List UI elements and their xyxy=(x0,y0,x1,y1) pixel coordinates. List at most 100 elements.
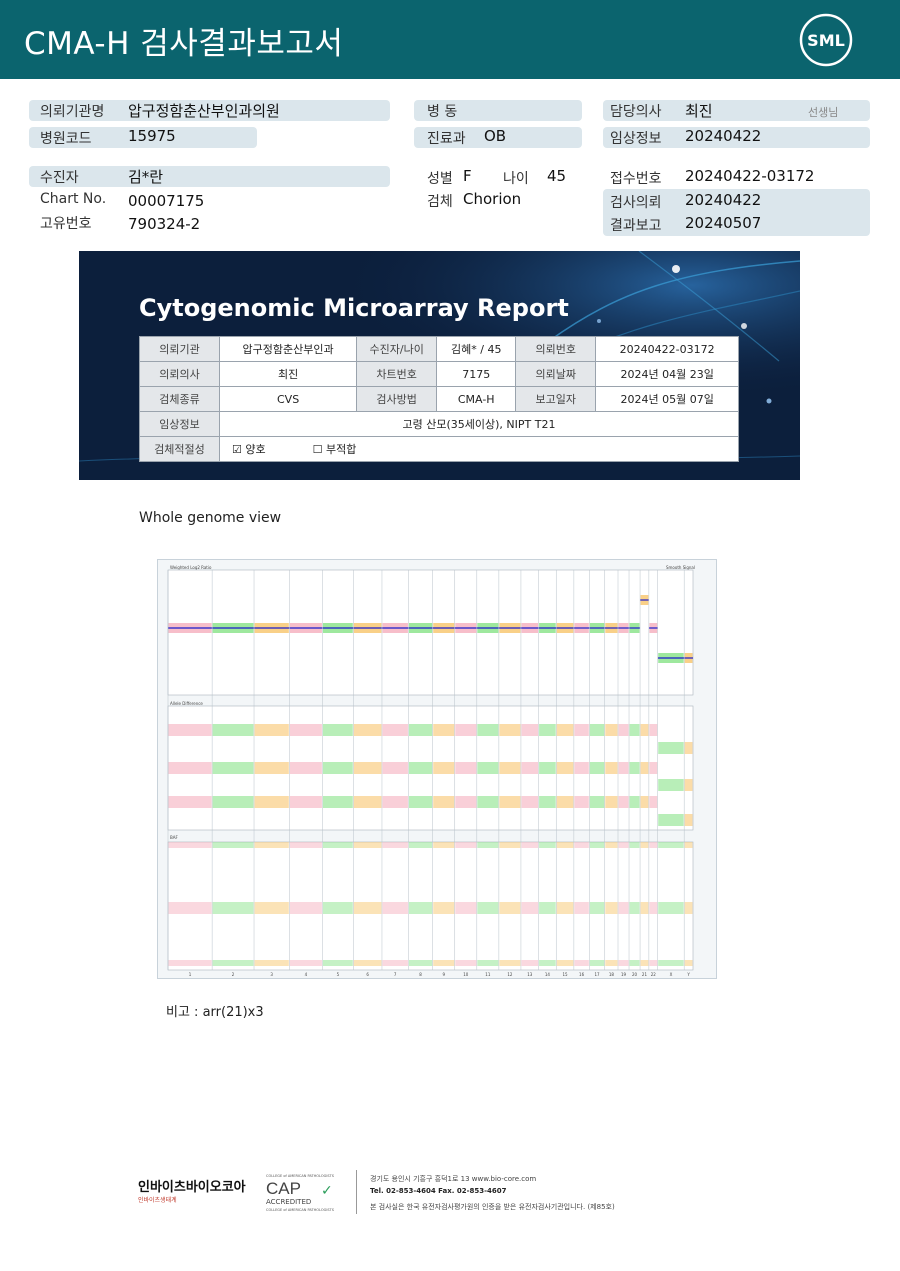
chromosome-label: 1 xyxy=(189,972,192,977)
receipt-value: 20240422-03172 xyxy=(685,167,815,185)
request-value: 20240422 xyxy=(685,191,762,209)
allele-band xyxy=(382,762,408,774)
checked-box-icon: ☑ xyxy=(232,443,242,456)
table-cell: 압구정함춘산부인과 xyxy=(218,336,358,362)
remark-text: 비고 : arr(21)x3 xyxy=(166,1005,264,1020)
allele-band xyxy=(353,762,382,774)
allele-band xyxy=(455,724,477,736)
cap-accredited: ACCREDITED xyxy=(266,1198,312,1206)
allele-band xyxy=(433,796,455,808)
allele-band xyxy=(589,724,605,736)
baf-band xyxy=(353,842,382,848)
doctor-suffix: 선생님 xyxy=(808,106,839,119)
clinical-value: 20240422 xyxy=(685,127,762,145)
report-date-value: 20240507 xyxy=(685,214,762,232)
allele-band xyxy=(499,724,521,736)
chromosome-labels: 1 2 3 4 5 6 7 8 9 10 11 12 13 14 15 16 17 18 19 20 21 22 X Y xyxy=(189,972,691,977)
allele-band xyxy=(408,796,433,808)
table-key: 검사방법 xyxy=(356,386,438,412)
baf-band xyxy=(499,842,521,848)
baf-band xyxy=(684,960,693,966)
baf-band xyxy=(605,842,618,848)
allele-band xyxy=(629,796,640,808)
chromosome-label: 3 xyxy=(270,972,273,977)
hospital-code-row-bg xyxy=(29,127,257,148)
allele-band xyxy=(168,796,212,808)
allele-band xyxy=(539,762,556,774)
allele-band xyxy=(212,762,254,774)
allele-band xyxy=(212,796,254,808)
baf-band xyxy=(212,960,254,966)
allele-band xyxy=(168,724,212,736)
cap-logo: CAP xyxy=(266,1179,301,1198)
baf-band xyxy=(521,960,539,966)
panel2-label: Allele Difference xyxy=(170,701,203,706)
baf-band xyxy=(353,902,382,914)
whole-genome-title: Whole genome view xyxy=(139,510,282,526)
report-summary-table: 의뢰기관 압구정함춘산부인과 수진자/나이 김혜* / 45 의뢰번호 2024… xyxy=(139,336,739,462)
table-cell: CMA-H xyxy=(436,386,517,412)
baf-band xyxy=(618,842,629,848)
allele-band xyxy=(289,796,322,808)
panel3-label: BAF xyxy=(170,835,178,840)
footer-address: 경기도 용인시 기흥구 흥덕1로 13 www.bio-core.com xyxy=(370,1175,537,1183)
baf-band xyxy=(408,842,433,848)
doctor-value: 최진 xyxy=(685,102,713,120)
footer-divider xyxy=(356,1170,357,1214)
baf-band xyxy=(289,902,322,914)
baf-band xyxy=(353,960,382,966)
age-value: 45 xyxy=(547,167,567,185)
baf-band xyxy=(322,960,353,966)
receipt-label: 접수번호 xyxy=(610,171,662,187)
allele-band xyxy=(455,762,477,774)
allele-band xyxy=(605,762,618,774)
table-key: 차트번호 xyxy=(356,361,438,387)
allele-band xyxy=(322,796,353,808)
sex-value: F xyxy=(463,167,472,185)
baf-band xyxy=(649,902,658,914)
cap-bottom-text: COLLEGE of AMERICAN PATHOLOGISTS xyxy=(266,1208,334,1212)
chromosome-label: 12 xyxy=(507,972,513,977)
allele-band xyxy=(640,796,649,808)
allele-band xyxy=(477,796,499,808)
baf-band xyxy=(433,842,455,848)
adequacy-bad-label: 부적합 xyxy=(326,443,357,456)
baf-band xyxy=(408,902,433,914)
baf-band xyxy=(212,842,254,848)
baf-band xyxy=(168,842,212,848)
allele-band xyxy=(539,796,556,808)
allele-band xyxy=(649,762,658,774)
allele-band xyxy=(658,742,684,754)
allele-band xyxy=(539,724,556,736)
table-row: 검체적절성 ☑ 양호 ☐ 부적합 xyxy=(139,436,739,462)
chromosome-label: 14 xyxy=(545,972,551,977)
chromosome-label: 21 xyxy=(642,972,648,977)
table-key: 의뢰날짜 xyxy=(515,361,597,387)
svg-text:SML: SML xyxy=(807,31,845,50)
chromosome-label: 18 xyxy=(609,972,615,977)
report-date-label: 결과보고 xyxy=(610,218,662,234)
table-key: 검체종류 xyxy=(139,386,220,412)
table-cell: 2024년 04월 23일 xyxy=(595,361,739,387)
baf-band xyxy=(168,960,212,966)
baf-band xyxy=(499,902,521,914)
baf-band xyxy=(556,902,574,914)
doctor-row-bg xyxy=(603,100,870,121)
clinical-info-cell: 고령 산모(35세이상), NIPT T21 xyxy=(219,411,739,437)
chromosome-label: 11 xyxy=(485,972,491,977)
baf-band xyxy=(499,960,521,966)
check-icon: ✓ xyxy=(321,1183,333,1199)
age-label: 나이 xyxy=(503,171,529,187)
baf-band xyxy=(382,960,408,966)
baf-band xyxy=(455,842,477,848)
baf-band xyxy=(629,960,640,966)
baf-band xyxy=(640,902,649,914)
baf-band xyxy=(477,960,499,966)
baf-band xyxy=(168,902,212,914)
allele-band xyxy=(254,796,289,808)
baf-band xyxy=(574,842,589,848)
unchecked-box-icon: ☐ xyxy=(312,443,323,456)
baf-band xyxy=(574,960,589,966)
baf-band xyxy=(254,842,289,848)
hospital-code-label: 병원코드 xyxy=(40,131,92,147)
